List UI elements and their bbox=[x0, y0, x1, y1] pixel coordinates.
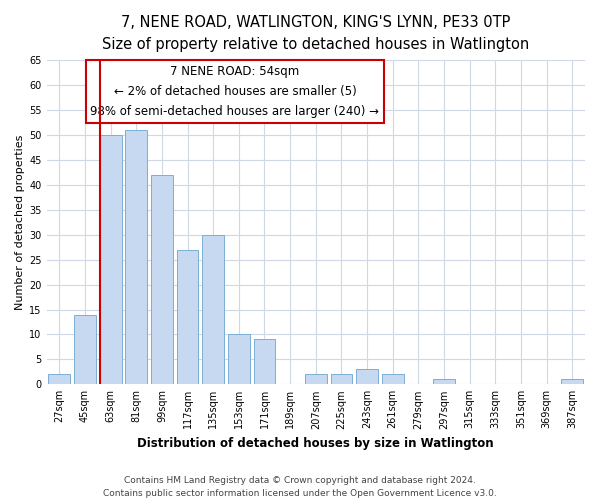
Bar bbox=[228, 334, 250, 384]
Y-axis label: Number of detached properties: Number of detached properties bbox=[15, 134, 25, 310]
Bar bbox=[356, 370, 378, 384]
Bar bbox=[49, 374, 70, 384]
Bar bbox=[382, 374, 404, 384]
Bar bbox=[331, 374, 352, 384]
Title: 7, NENE ROAD, WATLINGTON, KING'S LYNN, PE33 0TP
Size of property relative to det: 7, NENE ROAD, WATLINGTON, KING'S LYNN, P… bbox=[102, 15, 529, 52]
Bar bbox=[100, 135, 122, 384]
Bar bbox=[561, 380, 583, 384]
X-axis label: Distribution of detached houses by size in Watlington: Distribution of detached houses by size … bbox=[137, 437, 494, 450]
Bar bbox=[433, 380, 455, 384]
Bar bbox=[254, 340, 275, 384]
Bar bbox=[176, 250, 199, 384]
Bar bbox=[202, 235, 224, 384]
Bar bbox=[74, 314, 96, 384]
Bar bbox=[151, 175, 173, 384]
Text: 7 NENE ROAD: 54sqm
← 2% of detached houses are smaller (5)
98% of semi-detached : 7 NENE ROAD: 54sqm ← 2% of detached hous… bbox=[91, 65, 379, 118]
Bar bbox=[305, 374, 326, 384]
Bar bbox=[125, 130, 147, 384]
Text: Contains HM Land Registry data © Crown copyright and database right 2024.
Contai: Contains HM Land Registry data © Crown c… bbox=[103, 476, 497, 498]
